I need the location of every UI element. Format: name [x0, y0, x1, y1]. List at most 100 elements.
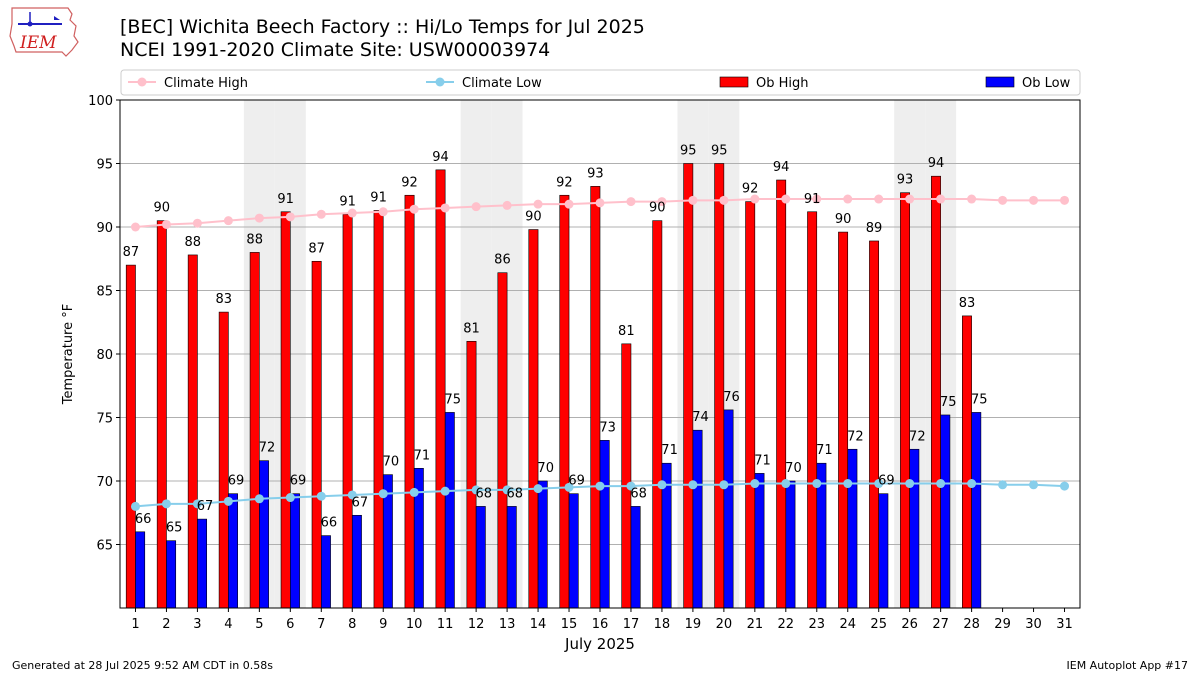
- ob-low-bar-24: [847, 448, 858, 609]
- ob-high-label-23: 91: [804, 192, 821, 207]
- x-tick-label: 17: [623, 617, 640, 632]
- ob-high-bar-25: [869, 240, 880, 609]
- legend-climate-low-label: Climate Low: [462, 76, 542, 91]
- climate-high-point-2: [161, 219, 171, 229]
- ob-high-bar-11: [435, 169, 446, 609]
- ob-low-label-12: 68: [476, 486, 493, 501]
- ob-low-bar-25: [878, 493, 889, 609]
- x-axis-label: July 2025: [564, 635, 635, 653]
- ob-low-label-4: 69: [228, 474, 245, 489]
- climate-high-point-19: [688, 195, 698, 205]
- ob-low-label-27: 75: [940, 395, 957, 410]
- ob-low-label-13: 68: [506, 486, 523, 501]
- legend-ob-high-swatch: [719, 76, 749, 88]
- legend-climate-high-marker: [137, 77, 147, 87]
- ob-high-label-28: 83: [959, 296, 976, 311]
- legend-ob-low-label: Ob Low: [1022, 76, 1071, 91]
- x-tick-label: 8: [348, 617, 356, 632]
- climate-high-point-20: [719, 195, 729, 205]
- chart-title: [BEC] Wichita Beech Factory :: Hi/Lo Tem…: [120, 16, 645, 38]
- ob-low-bar-21: [754, 473, 765, 609]
- climate-low-point-12: [471, 485, 481, 495]
- ob-high-bar-6: [280, 211, 291, 609]
- climate-high-point-6: [285, 212, 295, 222]
- ob-high-bar-10: [404, 194, 415, 609]
- ob-high-label-9: 91: [370, 190, 387, 205]
- ob-low-bar-11: [444, 412, 455, 609]
- ob-low-label-22: 70: [785, 461, 802, 476]
- climate-low-point-9: [378, 489, 388, 499]
- x-tick-label: 22: [778, 617, 795, 632]
- ob-high-bar-28: [962, 315, 972, 609]
- footer-app: IEM Autoplot App #17: [1066, 659, 1189, 672]
- ob-low-label-24: 72: [847, 429, 864, 444]
- ob-low-bar-2: [166, 540, 177, 609]
- x-tick-label: 24: [839, 617, 856, 632]
- climate-high-point-11: [440, 203, 450, 213]
- ob-high-label-16: 93: [587, 166, 604, 181]
- climate-low-point-17: [626, 481, 636, 491]
- y-tick-label: 70: [96, 475, 113, 490]
- ob-low-label-14: 70: [537, 461, 554, 476]
- ob-low-label-17: 68: [630, 486, 647, 501]
- x-tick-label: 31: [1056, 617, 1073, 632]
- climate-low-point-22: [781, 479, 791, 489]
- ob-high-label-4: 83: [215, 292, 232, 307]
- climate-low-point-30: [1029, 480, 1039, 490]
- ob-low-label-1: 66: [135, 512, 152, 527]
- climate-low-point-28: [967, 479, 977, 489]
- ob-high-label-13: 86: [494, 253, 511, 268]
- ob-low-label-3: 67: [197, 499, 214, 514]
- climate-low-point-23: [812, 479, 822, 489]
- ob-high-label-25: 89: [866, 221, 883, 236]
- x-tick-label: 21: [747, 617, 764, 632]
- climate-high-point-21: [750, 194, 760, 204]
- ob-high-bar-21: [745, 201, 756, 609]
- climate-high-point-30: [1029, 195, 1039, 205]
- ob-low-bar-8: [351, 514, 362, 609]
- ob-high-label-24: 90: [835, 212, 852, 227]
- climate-high-point-12: [471, 202, 481, 212]
- climate-high-point-17: [626, 197, 636, 207]
- ob-high-label-19: 95: [680, 144, 697, 159]
- ob-high-label-3: 88: [185, 235, 202, 250]
- climate-low-point-31: [1060, 481, 1070, 491]
- climate-low-point-4: [223, 496, 233, 506]
- ob-high-bar-15: [559, 194, 570, 609]
- ob-low-label-7: 66: [321, 516, 338, 531]
- ob-low-bar-13: [506, 506, 517, 609]
- climate-high-point-15: [564, 199, 574, 209]
- ob-low-label-20: 76: [723, 390, 740, 405]
- climate-high-point-14: [533, 199, 543, 209]
- ob-low-bar-1: [135, 531, 146, 609]
- ob-low-label-11: 75: [445, 392, 462, 407]
- climate-low-point-16: [595, 481, 605, 491]
- y-tick-label: 80: [96, 348, 113, 363]
- ob-low-bar-20: [723, 409, 734, 609]
- ob-high-bar-4: [218, 311, 229, 609]
- ob-low-bar-5: [259, 460, 269, 609]
- footer-generated: Generated at 28 Jul 2025 9:52 AM CDT in …: [12, 659, 273, 672]
- climate-low-point-27: [936, 479, 946, 489]
- ob-high-bar-12: [466, 340, 477, 609]
- ob-low-bar-27: [940, 414, 951, 609]
- ob-high-bar-13: [497, 272, 508, 609]
- ob-low-bar-26: [909, 448, 920, 609]
- x-tick-label: 1: [131, 617, 139, 632]
- logo-text: IEM: [19, 33, 57, 53]
- y-tick-label: 65: [96, 539, 113, 554]
- ob-high-bar-7: [311, 260, 322, 609]
- x-tick-label: 26: [901, 617, 918, 632]
- ob-high-label-21: 92: [742, 182, 759, 197]
- climate-low-point-25: [874, 479, 884, 489]
- climate-high-point-3: [192, 218, 202, 228]
- ob-high-bar-19: [683, 163, 694, 609]
- ob-high-bar-14: [528, 229, 539, 609]
- ob-low-label-19: 74: [692, 410, 709, 425]
- ob-high-label-26: 93: [897, 173, 914, 188]
- ob-low-bar-19: [692, 429, 703, 609]
- x-tick-label: 11: [437, 617, 454, 632]
- ob-low-label-2: 65: [166, 521, 183, 536]
- y-tick-label: 75: [96, 412, 113, 427]
